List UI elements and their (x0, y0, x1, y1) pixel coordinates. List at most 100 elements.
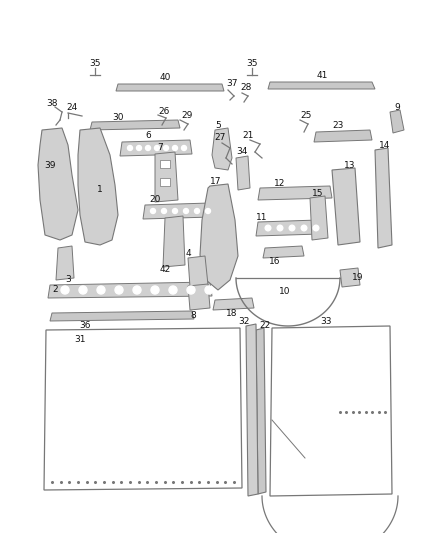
Text: 32: 32 (238, 317, 250, 326)
Text: 3: 3 (65, 274, 71, 284)
Polygon shape (90, 120, 180, 130)
Polygon shape (50, 311, 194, 321)
Circle shape (205, 208, 211, 214)
Circle shape (133, 286, 141, 294)
Text: 17: 17 (210, 177, 222, 187)
Text: 26: 26 (158, 107, 170, 116)
Text: 29: 29 (181, 110, 193, 119)
Circle shape (173, 208, 177, 214)
Polygon shape (258, 186, 332, 200)
Polygon shape (340, 268, 360, 287)
Text: 28: 28 (240, 83, 252, 92)
Polygon shape (188, 284, 210, 310)
Circle shape (151, 208, 155, 214)
Polygon shape (213, 298, 254, 310)
Polygon shape (143, 203, 212, 219)
Text: 13: 13 (344, 160, 356, 169)
Text: 41: 41 (316, 70, 328, 79)
Circle shape (173, 146, 177, 150)
Text: 24: 24 (67, 103, 78, 112)
Text: 21: 21 (242, 132, 254, 141)
Text: 5: 5 (215, 120, 221, 130)
Circle shape (205, 286, 213, 294)
Text: 20: 20 (149, 195, 161, 204)
Circle shape (187, 286, 195, 294)
Text: 8: 8 (190, 311, 196, 319)
Text: 6: 6 (145, 132, 151, 141)
Text: 18: 18 (226, 310, 238, 319)
Circle shape (181, 146, 187, 150)
Text: 37: 37 (226, 78, 238, 87)
Text: 33: 33 (320, 318, 332, 327)
Text: 11: 11 (256, 214, 268, 222)
Text: 7: 7 (157, 143, 163, 152)
Circle shape (79, 286, 87, 294)
Text: 25: 25 (300, 110, 312, 119)
Circle shape (97, 286, 105, 294)
Polygon shape (120, 140, 192, 156)
Polygon shape (160, 178, 170, 186)
Polygon shape (256, 328, 266, 494)
Text: 40: 40 (159, 72, 171, 82)
Text: 1: 1 (97, 185, 103, 195)
Polygon shape (160, 160, 170, 168)
Circle shape (289, 225, 295, 231)
Polygon shape (332, 168, 360, 245)
Circle shape (184, 208, 188, 214)
Polygon shape (314, 130, 372, 142)
Polygon shape (155, 152, 178, 202)
Text: 2: 2 (52, 286, 58, 295)
Text: 30: 30 (112, 112, 124, 122)
Polygon shape (48, 282, 212, 298)
Polygon shape (212, 128, 232, 170)
Polygon shape (246, 324, 258, 496)
Circle shape (162, 208, 166, 214)
Text: 22: 22 (259, 321, 271, 330)
Circle shape (313, 225, 319, 231)
Polygon shape (163, 216, 185, 267)
Polygon shape (263, 246, 304, 258)
Circle shape (163, 146, 169, 150)
Circle shape (277, 225, 283, 231)
Polygon shape (200, 184, 238, 290)
Circle shape (137, 146, 141, 150)
Text: 35: 35 (89, 59, 101, 68)
Polygon shape (56, 246, 74, 280)
Text: 15: 15 (312, 190, 324, 198)
Circle shape (265, 225, 271, 231)
Polygon shape (310, 196, 328, 240)
Polygon shape (390, 110, 404, 133)
Text: 38: 38 (46, 100, 58, 109)
Text: 9: 9 (394, 102, 400, 111)
Polygon shape (256, 220, 320, 236)
Text: 35: 35 (246, 59, 258, 68)
Circle shape (169, 286, 177, 294)
Polygon shape (236, 156, 250, 190)
Text: 39: 39 (44, 160, 56, 169)
Polygon shape (78, 128, 118, 245)
Text: 23: 23 (332, 122, 344, 131)
Polygon shape (268, 82, 375, 89)
Circle shape (301, 225, 307, 231)
Text: 31: 31 (74, 335, 86, 344)
Text: 14: 14 (379, 141, 391, 149)
Polygon shape (375, 148, 392, 248)
Circle shape (127, 146, 133, 150)
Circle shape (194, 208, 199, 214)
Text: 36: 36 (79, 320, 91, 329)
Text: 10: 10 (279, 287, 291, 296)
Text: 16: 16 (269, 257, 281, 266)
Polygon shape (116, 84, 224, 91)
Circle shape (61, 286, 69, 294)
Text: 4: 4 (185, 248, 191, 257)
Circle shape (155, 146, 159, 150)
Text: 42: 42 (159, 265, 171, 274)
Text: 12: 12 (274, 179, 286, 188)
Polygon shape (188, 256, 208, 287)
Text: 34: 34 (237, 148, 247, 157)
Text: 27: 27 (214, 133, 226, 142)
Circle shape (115, 286, 123, 294)
Polygon shape (38, 128, 78, 240)
Circle shape (151, 286, 159, 294)
Circle shape (145, 146, 151, 150)
